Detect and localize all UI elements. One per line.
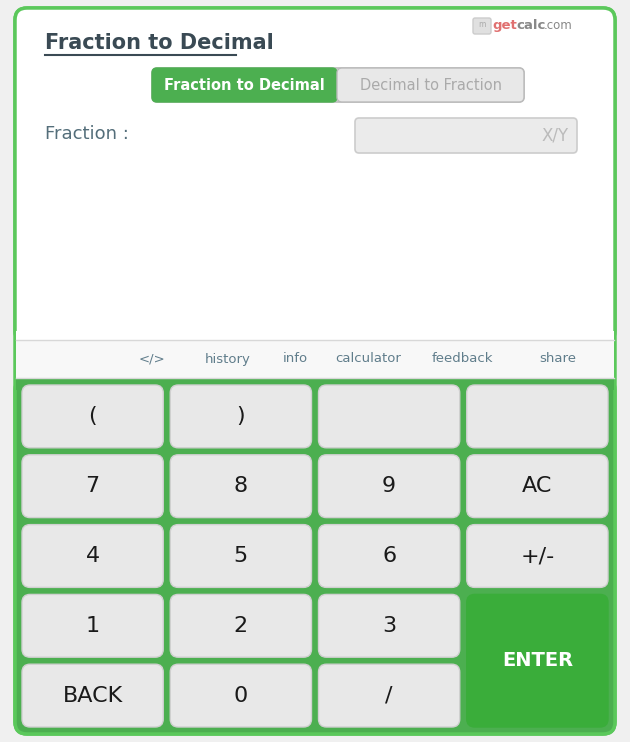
Text: info: info xyxy=(282,352,307,366)
FancyBboxPatch shape xyxy=(15,8,615,343)
FancyBboxPatch shape xyxy=(473,18,491,34)
Text: </>: </> xyxy=(139,352,165,366)
Text: history: history xyxy=(205,352,251,366)
Text: calculator: calculator xyxy=(335,352,401,366)
FancyBboxPatch shape xyxy=(319,455,460,518)
Text: 7: 7 xyxy=(86,476,100,496)
FancyBboxPatch shape xyxy=(22,664,163,727)
FancyBboxPatch shape xyxy=(319,525,460,588)
FancyBboxPatch shape xyxy=(15,8,615,734)
FancyBboxPatch shape xyxy=(170,455,311,518)
FancyBboxPatch shape xyxy=(467,594,608,727)
Text: ENTER: ENTER xyxy=(502,651,573,670)
Text: 0: 0 xyxy=(234,686,248,706)
Text: Fraction to Decimal: Fraction to Decimal xyxy=(164,77,325,93)
FancyBboxPatch shape xyxy=(22,525,163,588)
Bar xyxy=(16,340,614,378)
Text: +/-: +/- xyxy=(520,546,554,566)
FancyBboxPatch shape xyxy=(170,525,311,588)
Text: 2: 2 xyxy=(234,616,248,636)
FancyBboxPatch shape xyxy=(22,385,163,448)
Text: 1: 1 xyxy=(86,616,100,636)
Text: Fraction to Decimal: Fraction to Decimal xyxy=(45,33,274,53)
Text: calc: calc xyxy=(516,19,546,32)
FancyBboxPatch shape xyxy=(467,455,608,518)
Text: (: ( xyxy=(88,407,97,427)
FancyBboxPatch shape xyxy=(152,68,524,102)
Text: 4: 4 xyxy=(86,546,100,566)
FancyBboxPatch shape xyxy=(467,525,608,588)
Text: 5: 5 xyxy=(234,546,248,566)
Text: m: m xyxy=(478,20,486,29)
Text: share: share xyxy=(539,352,576,366)
Text: feedback: feedback xyxy=(432,352,493,366)
FancyBboxPatch shape xyxy=(319,385,460,448)
Bar xyxy=(16,378,614,390)
Text: AC: AC xyxy=(522,476,553,496)
Text: 6: 6 xyxy=(382,546,396,566)
FancyBboxPatch shape xyxy=(22,594,163,657)
Text: .com: .com xyxy=(544,19,573,32)
Text: 9: 9 xyxy=(382,476,396,496)
Text: Decimal to Fraction: Decimal to Fraction xyxy=(360,77,501,93)
FancyBboxPatch shape xyxy=(337,68,524,102)
FancyBboxPatch shape xyxy=(22,455,163,518)
FancyBboxPatch shape xyxy=(467,385,608,448)
FancyBboxPatch shape xyxy=(170,594,311,657)
Text: X/Y: X/Y xyxy=(542,126,569,144)
FancyBboxPatch shape xyxy=(319,664,460,727)
Text: ): ) xyxy=(236,407,245,427)
FancyBboxPatch shape xyxy=(319,594,460,657)
FancyBboxPatch shape xyxy=(170,385,311,448)
Text: 3: 3 xyxy=(382,616,396,636)
FancyBboxPatch shape xyxy=(15,378,615,734)
Text: get: get xyxy=(492,19,517,32)
Text: 8: 8 xyxy=(234,476,248,496)
Text: BACK: BACK xyxy=(62,686,123,706)
FancyBboxPatch shape xyxy=(355,118,577,153)
Bar xyxy=(16,331,614,343)
FancyBboxPatch shape xyxy=(152,68,337,102)
Text: /: / xyxy=(386,686,393,706)
FancyBboxPatch shape xyxy=(170,664,311,727)
Text: Fraction :: Fraction : xyxy=(45,125,129,143)
